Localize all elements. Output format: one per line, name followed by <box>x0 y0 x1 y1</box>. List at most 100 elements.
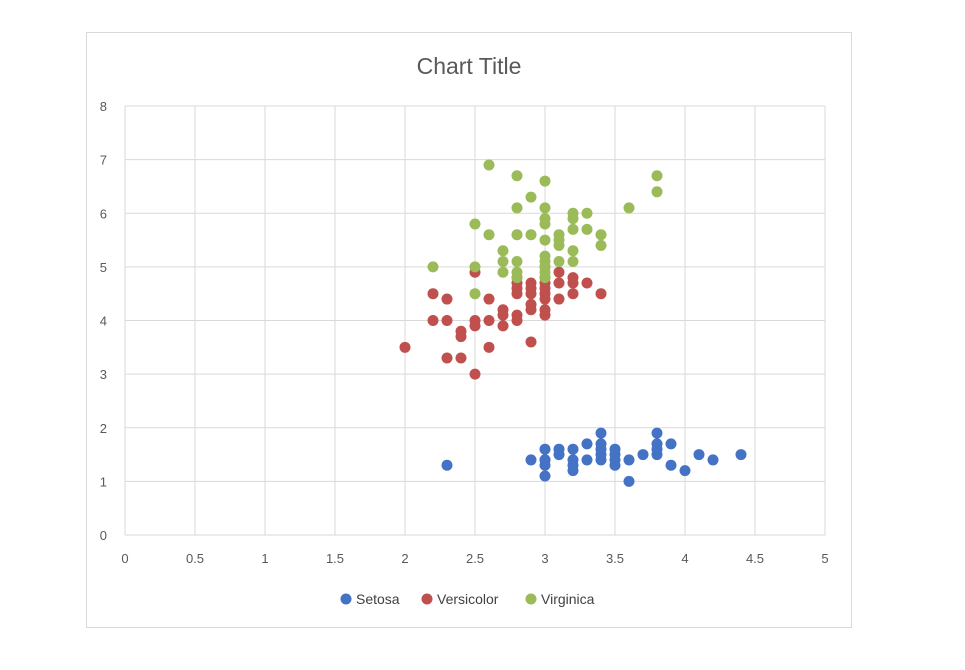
data-point <box>623 475 635 487</box>
data-point <box>511 309 523 321</box>
data-point <box>497 320 509 332</box>
data-point <box>441 315 453 326</box>
data-point <box>483 293 495 305</box>
data-point <box>469 261 481 273</box>
y-tick-label: 6 <box>100 206 107 221</box>
data-point <box>539 202 551 214</box>
data-point <box>567 454 579 466</box>
data-point <box>581 207 593 219</box>
legend-item: Setosa <box>340 591 400 607</box>
y-tick-label: 2 <box>100 421 107 436</box>
chart-title: Chart Title <box>417 53 522 79</box>
chart-area <box>86 32 852 628</box>
data-point <box>567 288 579 300</box>
data-point <box>595 288 607 300</box>
data-point <box>483 159 495 171</box>
data-point <box>525 336 537 348</box>
data-point <box>595 438 607 450</box>
data-point <box>539 213 551 225</box>
data-point <box>707 454 719 466</box>
data-point <box>511 170 523 182</box>
data-point <box>539 443 551 455</box>
series-setosa <box>441 427 747 487</box>
legend-label: Setosa <box>356 591 400 607</box>
data-point <box>399 341 411 353</box>
x-tick-label: 0 <box>121 551 128 566</box>
data-point <box>665 459 677 471</box>
data-point <box>553 266 565 278</box>
data-point <box>637 449 649 461</box>
data-point <box>469 368 481 380</box>
data-point <box>539 175 551 187</box>
data-point <box>651 438 663 450</box>
data-point <box>553 293 565 305</box>
data-point <box>539 304 551 316</box>
y-tick-label: 1 <box>100 474 107 489</box>
data-point <box>539 250 551 262</box>
data-point <box>679 465 691 477</box>
data-point <box>441 293 453 305</box>
data-point <box>567 256 579 268</box>
data-point <box>525 277 537 289</box>
x-tick-label: 4 <box>681 551 688 566</box>
data-point <box>553 277 565 289</box>
data-point <box>651 170 663 182</box>
y-tick-label: 4 <box>100 314 107 329</box>
data-point <box>525 191 537 203</box>
y-tick-label: 3 <box>100 367 107 382</box>
legend-marker <box>340 593 352 605</box>
x-tick-label: 2.5 <box>466 551 484 566</box>
data-point <box>525 454 537 466</box>
data-point <box>693 449 705 461</box>
data-point <box>651 427 663 439</box>
data-point <box>497 256 509 268</box>
data-point <box>581 438 593 450</box>
data-point <box>595 239 607 251</box>
y-tick-label: 7 <box>100 153 107 168</box>
data-point <box>483 341 495 353</box>
data-point <box>567 443 579 455</box>
x-tick-label: 1 <box>261 551 268 566</box>
data-point <box>553 229 565 241</box>
data-point <box>427 315 439 326</box>
legend: Setosa Versicolor Virginica <box>340 591 595 607</box>
data-point <box>623 202 635 214</box>
x-tick-label: 0.5 <box>186 551 204 566</box>
data-point <box>553 256 565 268</box>
data-point <box>567 207 579 219</box>
series-versicolor <box>399 261 607 380</box>
data-point <box>483 229 495 241</box>
legend-label: Versicolor <box>437 591 499 607</box>
data-point <box>497 266 509 278</box>
x-axis-tick-labels: 0 0.5 1 1.5 2 2.5 3 3.5 4 4.5 5 <box>121 551 828 566</box>
series-virginica <box>427 159 663 300</box>
data-point <box>581 223 593 235</box>
y-axis-tick-labels: 0 1 2 3 4 5 6 7 8 <box>100 99 107 543</box>
data-point <box>581 454 593 466</box>
data-point <box>427 261 439 273</box>
y-tick-label: 8 <box>100 99 107 114</box>
data-point <box>609 443 621 455</box>
data-point <box>427 288 439 300</box>
data-point <box>441 459 453 471</box>
data-point <box>469 218 481 230</box>
y-tick-label: 5 <box>100 260 107 275</box>
legend-item: Virginica <box>525 591 595 607</box>
x-tick-label: 3.5 <box>606 551 624 566</box>
data-point <box>539 470 551 482</box>
x-tick-label: 3 <box>541 551 548 566</box>
data-point <box>525 229 537 241</box>
data-point <box>539 454 551 466</box>
data-point <box>483 315 495 326</box>
data-point <box>511 202 523 214</box>
x-tick-label: 5 <box>821 551 828 566</box>
data-points <box>399 159 747 487</box>
legend-marker <box>421 593 433 605</box>
data-point <box>553 443 565 455</box>
legend-item: Versicolor <box>421 591 499 607</box>
data-point <box>511 266 523 278</box>
data-point <box>567 245 579 257</box>
x-tick-label: 2 <box>401 551 408 566</box>
data-point <box>735 449 747 461</box>
data-point <box>567 272 579 284</box>
